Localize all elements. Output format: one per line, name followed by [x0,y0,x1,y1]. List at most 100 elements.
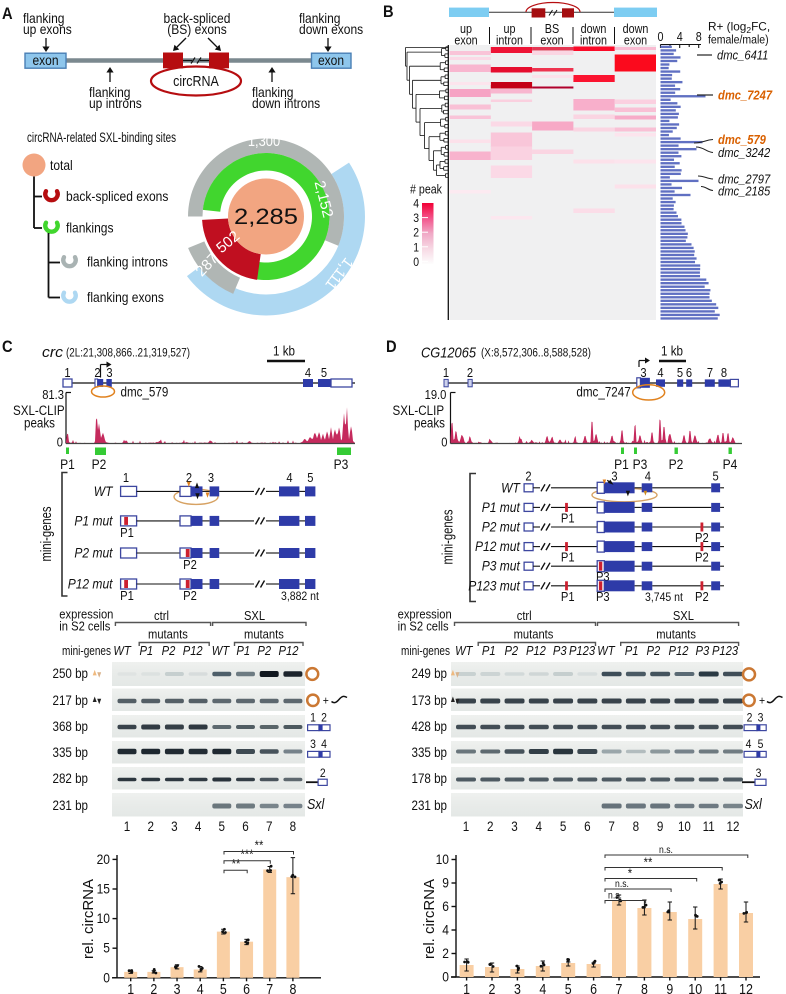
svg-text:R+ (log2FC,: R+ (log2FC, [708,20,770,36]
svg-text:250 bp: 250 bp [53,666,89,681]
svg-text:3: 3 [758,711,764,725]
svg-text:flanking: flanking [89,84,131,100]
svg-text:2: 2 [489,982,496,994]
svg-text:P1: P1 [120,588,134,603]
svg-text:**: ** [232,856,241,871]
svg-text:exon: exon [624,33,647,47]
svg-text:1: 1 [463,982,470,994]
svg-text:mutants: mutants [244,627,284,642]
svg-text:2: 2 [487,819,494,834]
svg-text:0: 0 [413,255,419,269]
svg-text:5: 5 [321,365,327,380]
svg-text:3: 3 [171,819,178,834]
svg-text:down introns: down introns [252,95,320,111]
svg-text:+: + [323,694,329,708]
svg-text:P1 mut: P1 mut [74,512,113,528]
svg-text:6: 6 [242,819,249,834]
svg-text:down: down [581,22,607,36]
svg-text:9: 9 [666,982,673,994]
svg-text:12: 12 [739,982,753,994]
svg-text:173 bp: 173 bp [412,693,448,708]
svg-text:5: 5 [103,940,110,956]
svg-text:Sxl: Sxl [745,797,763,813]
svg-text:CG12065: CG12065 [421,345,477,362]
svg-text:3,882 nt: 3,882 nt [281,589,319,603]
svg-text:down exons: down exons [299,21,363,37]
svg-text:P2: P2 [647,643,661,658]
svg-text:**: ** [644,855,653,870]
svg-text:BS: BS [545,22,559,36]
svg-text:P2 mut: P2 mut [482,519,521,535]
svg-text:5: 5 [219,819,226,834]
svg-text:7: 7 [266,982,273,994]
svg-text:P1 mut: P1 mut [482,499,521,515]
svg-text:mini-genes: mini-genes [441,510,457,565]
svg-text:n.s.: n.s. [608,891,622,902]
svg-text:5: 5 [713,469,719,484]
svg-text:1: 1 [124,819,131,834]
svg-text:flanking: flanking [23,10,65,26]
svg-text:n.s.: n.s. [659,845,673,856]
svg-text:**: ** [255,838,264,853]
svg-text:circRNA: circRNA [173,74,219,90]
svg-text:335 bp: 335 bp [53,745,89,760]
svg-text:4: 4 [539,982,546,994]
svg-text:1: 1 [64,365,70,380]
svg-text:428 bp: 428 bp [412,719,448,734]
svg-text:flankings: flankings [66,220,114,236]
svg-text:P3: P3 [633,456,648,472]
svg-text:9: 9 [657,819,664,834]
svg-text:1 kb: 1 kb [273,344,295,359]
svg-text:15: 15 [97,881,111,897]
svg-text:up introns: up introns [89,95,142,111]
svg-text:1: 1 [463,819,470,834]
svg-text:Sxl: Sxl [307,797,325,813]
svg-text:5: 5 [560,819,567,834]
svg-text:WT: WT [501,479,521,495]
svg-text:5: 5 [677,365,683,380]
svg-text:178 bp: 178 bp [412,771,448,786]
svg-text:P2: P2 [504,643,518,658]
svg-text:intron: intron [496,33,523,47]
svg-text:335 bp: 335 bp [412,745,448,760]
svg-text:231 bp: 231 bp [412,798,448,813]
svg-text:expression: expression [59,607,113,622]
svg-text:in S2 cells: in S2 cells [398,619,449,634]
svg-text:mutants: mutants [656,627,696,642]
svg-text:4: 4 [286,470,292,485]
svg-text:282 bp: 282 bp [53,771,89,786]
svg-text:1: 1 [310,711,316,725]
svg-text:P1: P1 [625,643,639,658]
svg-text:P123: P123 [569,643,596,658]
svg-text:intron: intron [580,33,607,47]
svg-text:ctrl: ctrl [517,608,532,623]
svg-text:up: up [504,22,516,36]
svg-text:7: 7 [707,365,713,380]
svg-text:20: 20 [97,851,111,867]
svg-text:dmc_6411: dmc_6411 [717,48,768,63]
svg-text:up: up [460,22,472,36]
svg-text:6: 6 [590,982,597,994]
svg-text:P2: P2 [257,643,271,658]
svg-text:*: * [628,866,632,881]
svg-text:in S2 cells: in S2 cells [59,619,110,634]
svg-text:P2: P2 [695,589,709,604]
svg-text:368 bp: 368 bp [53,719,89,734]
svg-text:WT: WT [597,643,615,658]
svg-text:5: 5 [307,470,313,485]
svg-text:4: 4 [677,30,683,44]
svg-text:P12: P12 [669,643,690,658]
svg-text:2: 2 [186,470,192,485]
svg-text:0: 0 [441,435,447,450]
svg-text:1: 1 [123,470,129,485]
svg-text:B: B [383,2,394,21]
svg-text:P3: P3 [596,589,610,604]
svg-text:crc: crc [42,344,64,361]
svg-text:dmc_3242: dmc_3242 [718,145,771,160]
svg-text:2: 2 [442,945,449,961]
svg-text:217 bp: 217 bp [53,693,89,708]
svg-text:flanking: flanking [299,10,341,26]
svg-text:4: 4 [657,365,663,380]
svg-text:11: 11 [714,982,727,994]
svg-text:P12 mut: P12 mut [475,538,521,554]
